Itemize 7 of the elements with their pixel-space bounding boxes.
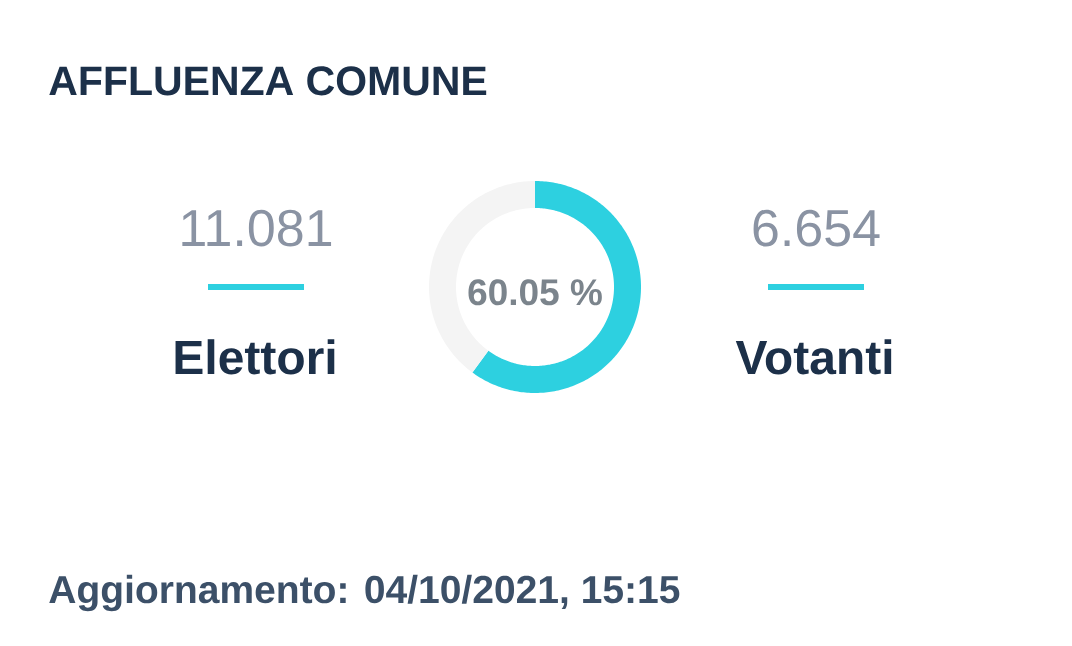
chart-title: AFFLUENZA COMUNE [49, 66, 487, 96]
text: Elettori [175, 339, 335, 375]
text: 60.05 % [468, 279, 602, 306]
text: Votanti [735, 339, 892, 375]
text: 6.654 [753, 209, 880, 247]
text: 11.081 [182, 209, 332, 247]
text: Aggiornamento: 04/10/2021, 15:15 [49, 574, 680, 612]
